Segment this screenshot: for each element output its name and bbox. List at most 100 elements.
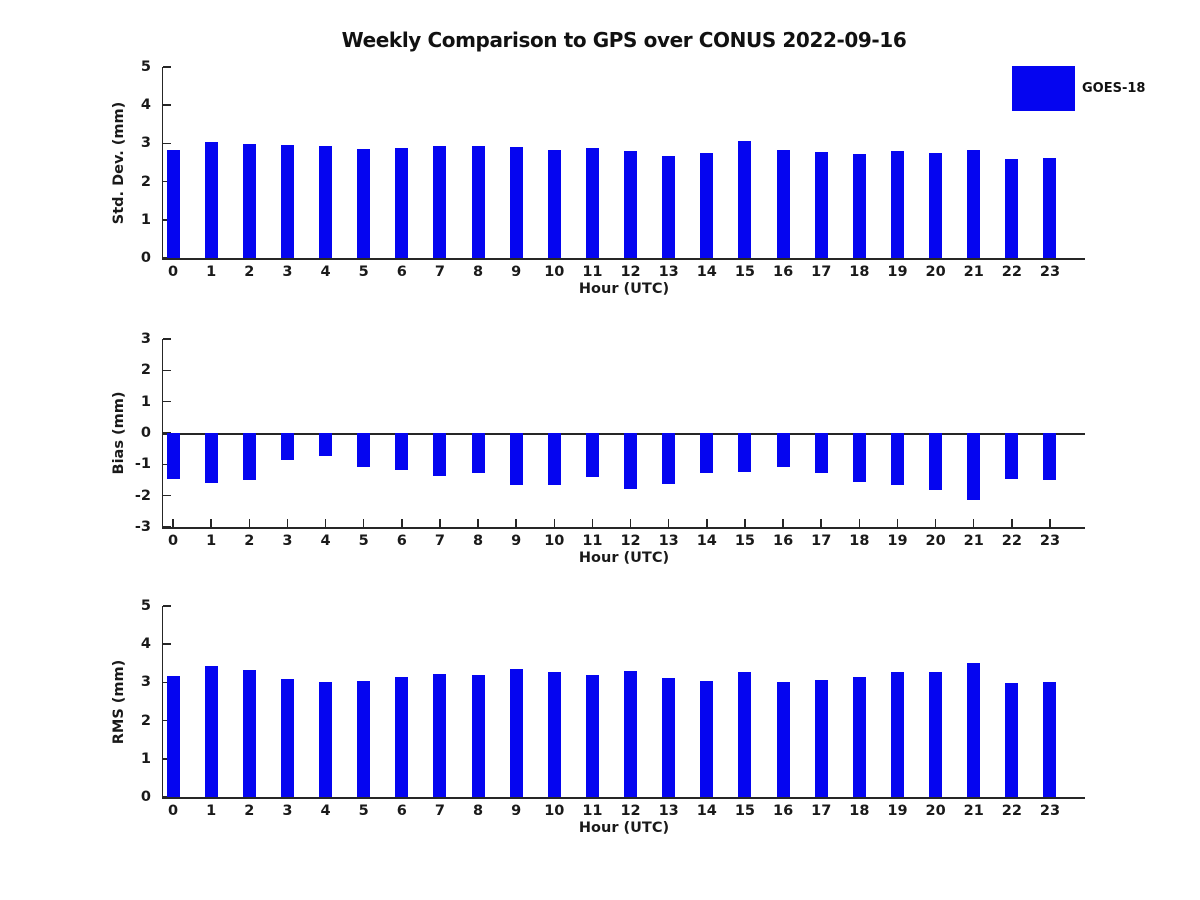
x-tick-label: 14: [696, 803, 717, 819]
bar-hour-15: [738, 671, 752, 797]
bar-hour-2: [242, 144, 256, 258]
x-tick-label: 12: [620, 533, 641, 549]
x-tick-label: 1: [206, 264, 217, 280]
x-tick: [439, 519, 441, 527]
bar-hour-11: [585, 148, 599, 258]
y-tick-label: 2: [140, 362, 151, 379]
y-tick: [163, 369, 171, 372]
x-tick-label: 12: [620, 264, 641, 280]
bar-hour-6: [395, 433, 409, 470]
y-tick-label: 4: [140, 636, 151, 653]
bar-hour-8: [471, 433, 485, 473]
x-tick: [286, 519, 289, 527]
x-tick-label: 7: [434, 264, 445, 280]
x-tick-label: 0: [167, 803, 179, 819]
x-tick-label: 9: [511, 533, 522, 549]
x-tick: [1011, 519, 1013, 527]
x-tick-label: 6: [396, 533, 407, 549]
bar-hour-9: [509, 669, 523, 797]
x-tick: [248, 519, 250, 527]
y-tick: [163, 400, 171, 403]
x-tick-label: 11: [582, 803, 603, 819]
y-tick: [163, 643, 171, 645]
x-tick-label: 10: [544, 803, 565, 819]
y-tick-label: 3: [140, 135, 151, 152]
bar-hour-5: [357, 149, 371, 258]
bar-hour-20: [929, 433, 943, 490]
x-tick-label: 6: [396, 803, 407, 819]
bar-hour-13: [662, 155, 676, 258]
x-tick-label: 3: [282, 264, 293, 280]
y-tick-label: 3: [140, 674, 151, 691]
x-tick-label: 22: [1001, 803, 1022, 819]
x-tick-label: 5: [358, 264, 369, 280]
bar-hour-3: [280, 433, 294, 460]
bar-hour-6: [395, 147, 409, 258]
bar-hour-1: [204, 142, 218, 258]
x-tick: [172, 519, 174, 527]
bar-hour-10: [547, 672, 561, 797]
y-tick-label: 1: [140, 211, 151, 228]
bar-hour-3: [280, 144, 294, 258]
zero-line: [161, 433, 1085, 435]
x-tick: [477, 519, 479, 527]
bar-hour-11: [585, 674, 599, 797]
bar-hour-15: [738, 433, 752, 472]
bar-hour-13: [662, 433, 676, 485]
y-tick: [163, 66, 171, 68]
bar-hour-9: [509, 146, 523, 258]
x-tick-label: 17: [811, 533, 832, 549]
bar-hour-15: [738, 141, 752, 258]
y-axis-line: [161, 67, 163, 260]
bar-hour-18: [852, 433, 866, 482]
x-tick-label: 21: [963, 264, 984, 280]
bar-hour-11: [585, 433, 599, 477]
bar-hour-5: [357, 433, 371, 468]
x-tick: [820, 519, 822, 527]
y-tick-label: 2: [140, 712, 151, 729]
bar-hour-21: [967, 662, 981, 797]
bar-hour-17: [814, 433, 828, 473]
y-tick: [163, 338, 171, 340]
y-tick-label: 0: [140, 250, 151, 266]
x-tick-label: 14: [696, 533, 717, 549]
x-tick-label: 7: [434, 803, 445, 819]
x-tick-label: 22: [1001, 533, 1022, 549]
x-tick-label: 13: [658, 264, 679, 280]
y-tick-label: 0: [140, 789, 151, 805]
x-tick-label: 9: [511, 803, 522, 819]
bar-hour-18: [852, 677, 866, 797]
x-tick-label: 19: [887, 533, 908, 549]
x-tick-label: 22: [1001, 264, 1022, 280]
bar-hour-1: [204, 666, 218, 797]
bar-hour-4: [319, 682, 333, 797]
x-tick: [858, 519, 861, 527]
bar-hour-6: [395, 676, 409, 797]
x-tick-label: 1: [206, 803, 217, 819]
y-tick-label: 5: [140, 598, 151, 614]
x-tick: [553, 519, 556, 527]
x-tick: [324, 519, 327, 527]
bar-hour-0: [166, 150, 180, 258]
bar-hour-16: [776, 682, 790, 797]
x-tick-label: 5: [358, 533, 369, 549]
bar-hour-16: [776, 433, 790, 467]
x-tick-label: 8: [472, 533, 484, 549]
x-tick-label: 2: [244, 264, 255, 280]
bar-hour-17: [814, 679, 828, 797]
x-tick-label: 23: [1039, 264, 1061, 280]
x-tick: [629, 519, 632, 527]
x-tick: [362, 519, 365, 527]
x-tick-label: 11: [582, 264, 603, 280]
y-tick-label: 1: [140, 393, 151, 410]
x-axis-line: [161, 527, 1085, 529]
x-tick-label: 6: [396, 264, 407, 280]
x-tick: [896, 519, 899, 527]
x-tick-label: 23: [1039, 803, 1061, 819]
bar-hour-23: [1043, 433, 1057, 480]
x-tick-label: 2: [244, 803, 255, 819]
bar-hour-7: [433, 433, 447, 476]
x-tick-label: 10: [544, 264, 565, 280]
